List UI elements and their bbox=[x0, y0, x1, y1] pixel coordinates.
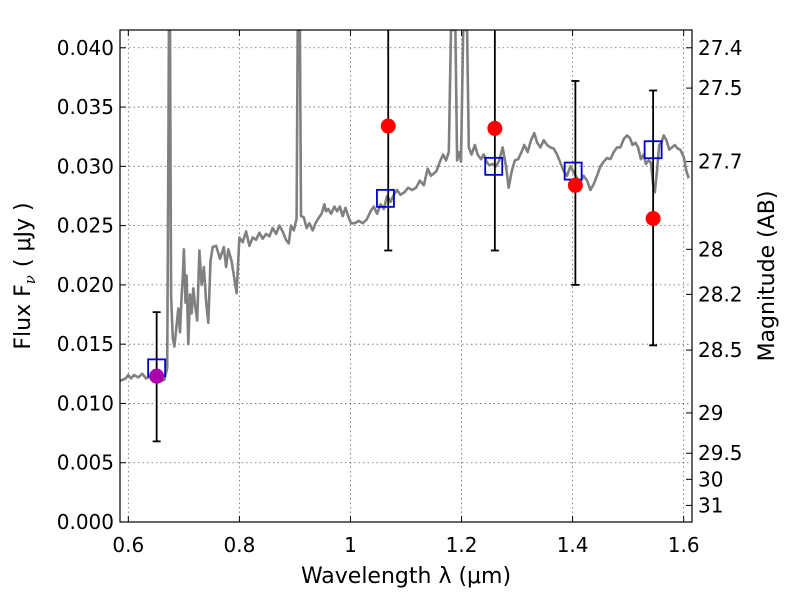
plot-area bbox=[120, 30, 690, 443]
x-tick-label: 0.6 bbox=[112, 533, 144, 557]
right-tick-label: 28.2 bbox=[698, 282, 743, 306]
axis-ticks bbox=[120, 30, 692, 523]
x-tick-label: 1.4 bbox=[557, 533, 589, 557]
y-tick-label: 0.025 bbox=[57, 214, 114, 238]
y-tick-label: 0.005 bbox=[57, 451, 114, 475]
observed-circle-marker bbox=[149, 368, 165, 384]
y-tick-label: 0.000 bbox=[57, 510, 114, 534]
observed-circle-marker bbox=[380, 118, 396, 134]
right-tick-label: 29 bbox=[698, 401, 723, 425]
y-tick-label: 0.035 bbox=[57, 95, 114, 119]
x-tick-label: 1.6 bbox=[668, 533, 700, 557]
right-y-axis-title: Magnitude (AB) bbox=[755, 191, 780, 362]
plot-frame bbox=[119, 29, 693, 523]
y-tick-label: 0.030 bbox=[57, 154, 114, 178]
right-tick-label: 27.4 bbox=[698, 36, 743, 60]
left-y-axis-title: Flux Fν ( μJy ) bbox=[11, 202, 39, 349]
y-tick-label: 0.010 bbox=[57, 391, 114, 415]
right-tick-label: 31 bbox=[698, 493, 723, 517]
tick-labels: 0.6 0.8 1 1.2 1.4 1.6 0.000 0.005 0.010 0.015 0.02… bbox=[57, 36, 743, 557]
left-y-axis-title-text: Flux F bbox=[11, 284, 36, 349]
y-tick-label: 0.020 bbox=[57, 273, 114, 297]
right-tick-label: 30 bbox=[698, 467, 723, 491]
x-tick-label: 1 bbox=[344, 533, 357, 557]
right-tick-label: 28.5 bbox=[698, 338, 743, 362]
observed-circle-marker bbox=[487, 120, 503, 136]
left-y-axis-title-subscript: ν bbox=[21, 275, 39, 284]
y-tick-label: 0.040 bbox=[57, 36, 114, 60]
right-tick-label: 27.5 bbox=[698, 76, 743, 100]
y-tick-label: 0.015 bbox=[57, 332, 114, 356]
right-tick-label: 27.7 bbox=[698, 150, 743, 174]
x-tick-label: 0.8 bbox=[223, 533, 255, 557]
right-tick-label: 29.5 bbox=[698, 441, 743, 465]
model-square-marker bbox=[376, 188, 395, 208]
right-tick-label: 28 bbox=[698, 237, 723, 261]
model-square-marker bbox=[643, 140, 663, 160]
x-tick-label: 1.2 bbox=[446, 533, 478, 557]
left-y-axis-title-unit: ( μJy ) bbox=[11, 202, 36, 267]
x-axis-title: Wavelength λ (μm) bbox=[301, 564, 511, 589]
observed-circle-marker bbox=[567, 177, 583, 193]
observed-circle-marker bbox=[645, 211, 661, 227]
model-square-marker bbox=[484, 156, 504, 176]
